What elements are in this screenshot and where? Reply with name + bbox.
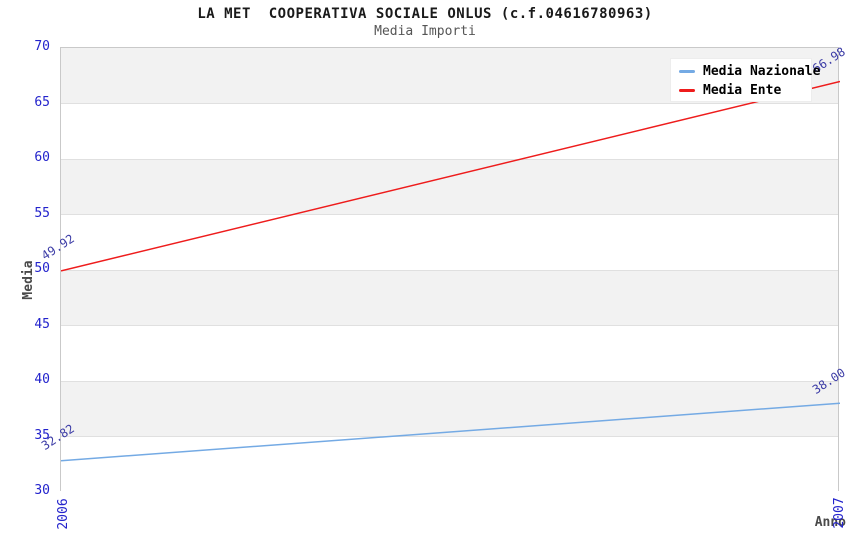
plot-band bbox=[61, 159, 838, 215]
y-axis-title: Media bbox=[21, 260, 36, 300]
plot-band bbox=[61, 214, 838, 270]
media-nazionale-line-swatch bbox=[679, 70, 695, 73]
x-tick-label-2006: 2006 bbox=[56, 498, 71, 530]
x-axis-title: Anno bbox=[814, 515, 846, 530]
y-tick-label: 50 bbox=[34, 261, 50, 276]
x-tick-label-2007: 2007 bbox=[832, 497, 847, 529]
legend-label-media-nazionale: Media Nazionale bbox=[703, 64, 821, 79]
chart-subtitle: Media Importi bbox=[374, 24, 476, 39]
media-ente-line bbox=[61, 80, 840, 272]
grid-line bbox=[61, 380, 838, 382]
legend-item-media-nazionale: Media Nazionale bbox=[679, 62, 820, 81]
y-tick-label: 30 bbox=[34, 483, 50, 498]
plot-area bbox=[60, 47, 840, 492]
y-tick-label: 65 bbox=[34, 94, 50, 110]
y-tick-label: 35 bbox=[34, 427, 50, 443]
series-lines-svg bbox=[61, 80, 840, 462]
grid-line bbox=[61, 214, 838, 215]
grid-line bbox=[61, 269, 838, 271]
y-tick-label: 55 bbox=[34, 205, 50, 221]
grid-line bbox=[61, 436, 838, 437]
legend-item-media-ente: Media Ente bbox=[679, 81, 803, 100]
grid-line bbox=[61, 103, 838, 104]
y-tick-label: 40 bbox=[34, 372, 50, 387]
plot-band bbox=[61, 325, 838, 381]
media-ente-line-swatch bbox=[679, 89, 695, 92]
grid-line bbox=[61, 325, 838, 326]
legend-label-media-ente: Media Ente bbox=[703, 83, 782, 98]
y-tick-label: 70 bbox=[34, 39, 50, 54]
y-tick-label: 45 bbox=[34, 316, 50, 332]
legend: Media Nazionale Media Ente bbox=[670, 58, 820, 102]
grid-line bbox=[61, 158, 838, 160]
media-nazionale-line bbox=[61, 402, 840, 462]
plot-band bbox=[61, 436, 838, 492]
plot-band bbox=[61, 381, 838, 437]
y-tick-label: 60 bbox=[34, 150, 50, 165]
plot-band bbox=[61, 270, 838, 326]
chart-title: LA MET COOPERATIVA SOCIALE ONLUS (c.f.04… bbox=[197, 6, 653, 22]
